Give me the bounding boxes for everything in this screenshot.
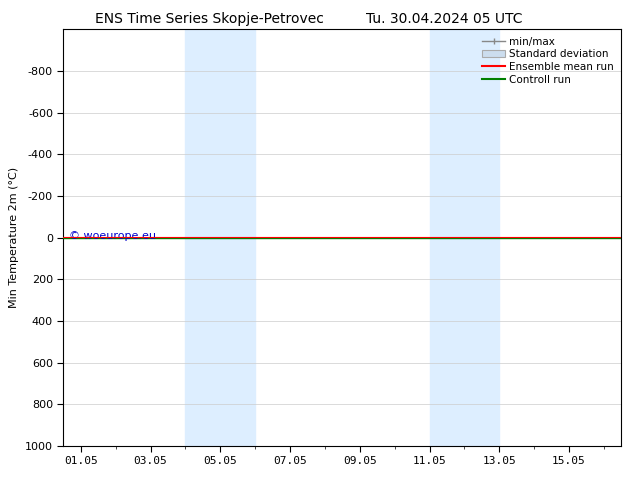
Y-axis label: Min Temperature 2m (°C): Min Temperature 2m (°C) xyxy=(10,167,20,308)
Bar xyxy=(185,29,255,446)
Text: ENS Time Series Skopje-Petrovec: ENS Time Series Skopje-Petrovec xyxy=(94,12,324,26)
Legend: min/max, Standard deviation, Ensemble mean run, Controll run: min/max, Standard deviation, Ensemble me… xyxy=(480,35,616,87)
Text: © woeurope.eu: © woeurope.eu xyxy=(69,231,156,241)
Bar xyxy=(429,29,500,446)
Text: Tu. 30.04.2024 05 UTC: Tu. 30.04.2024 05 UTC xyxy=(366,12,522,26)
